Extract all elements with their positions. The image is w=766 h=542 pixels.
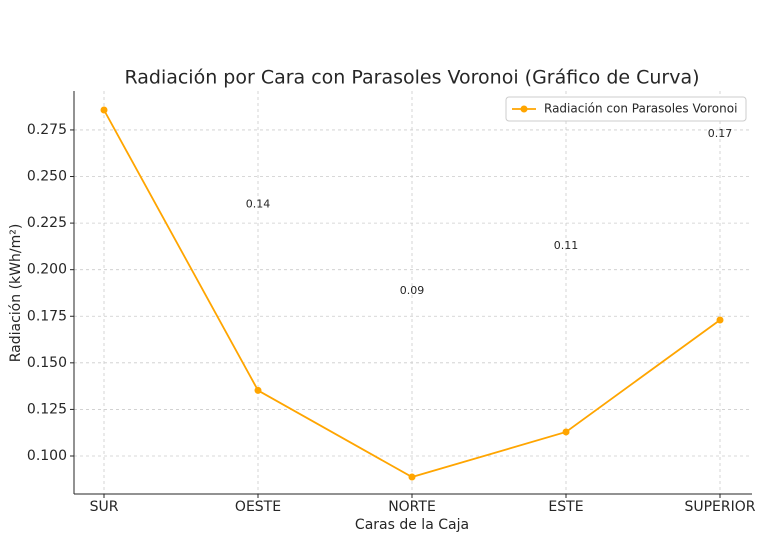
- y-tick-label: 0.175: [27, 308, 67, 324]
- point: [562, 428, 570, 436]
- point: [716, 316, 724, 324]
- x-tick-label: ESTE: [548, 499, 583, 515]
- value-label: 0.14: [246, 197, 271, 210]
- chart-title: Radiación por Cara con Parasoles Voronoi…: [124, 67, 699, 89]
- x-axis-label: Caras de la Caja: [355, 517, 469, 533]
- value-label: 0.09: [400, 284, 425, 297]
- value-label: 0.17: [708, 127, 733, 140]
- y-tick-label: 0.225: [27, 215, 67, 231]
- y-tick-label: 0.100: [27, 448, 67, 464]
- legend-box: [505, 96, 747, 122]
- point: [254, 386, 262, 394]
- legend-label: Radiación con Parasoles Voronoi: [544, 102, 737, 116]
- legend-marker: [520, 105, 528, 113]
- value-label: 0.11: [554, 239, 579, 252]
- y-tick-label: 0.275: [27, 122, 67, 138]
- point: [100, 106, 108, 114]
- y-axis-label: Radiación (kWh/m²): [8, 224, 24, 363]
- y-tick-label: 0.150: [27, 355, 67, 371]
- y-tick-label: 0.125: [27, 401, 67, 417]
- x-tick-label: NORTE: [388, 499, 436, 515]
- x-tick-label: SUPERIOR: [684, 499, 755, 515]
- x-tick-label: OESTE: [235, 499, 281, 515]
- y-tick-label: 0.250: [27, 169, 67, 185]
- y-tick-label: 0.200: [27, 262, 67, 278]
- x-tick-label: SUR: [90, 499, 119, 515]
- point: [408, 473, 416, 481]
